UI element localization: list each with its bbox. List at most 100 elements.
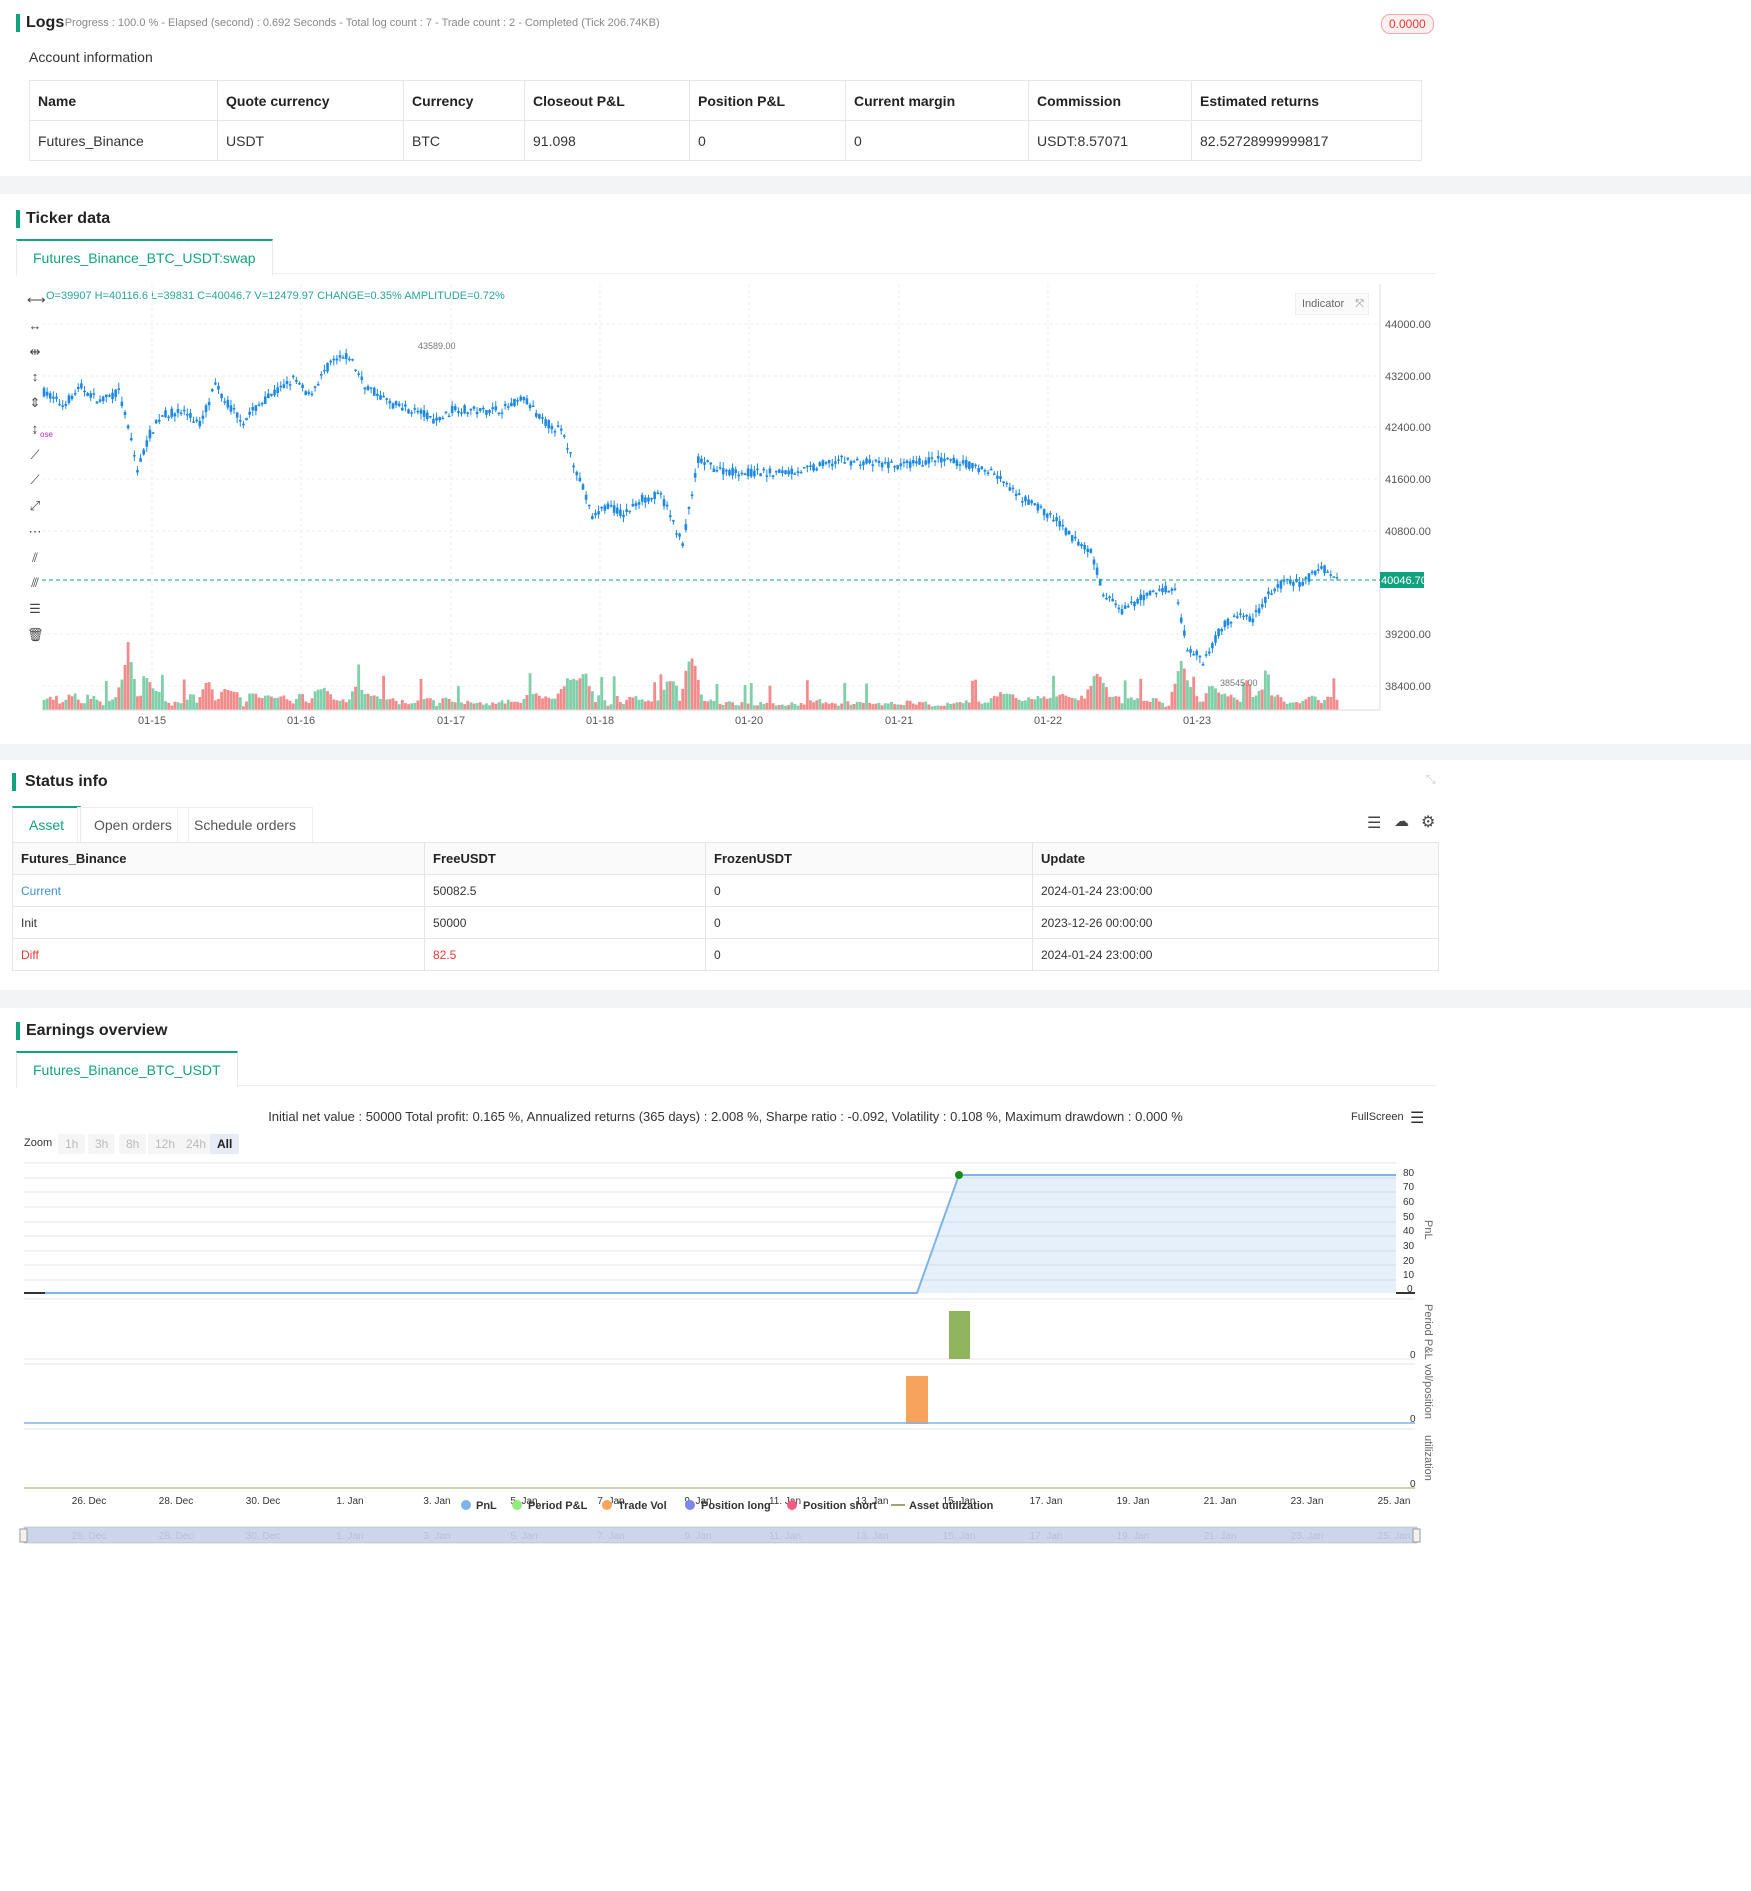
- vertical-ray-icon[interactable]: ⇕: [29, 395, 41, 410]
- volume-bar: [1002, 694, 1006, 710]
- volume-bar: [463, 703, 467, 710]
- indicator-button[interactable]: Indicator ⤧: [1295, 293, 1369, 315]
- tab-ticker-swap[interactable]: Futures_Binance_BTC_USDT:swap: [16, 239, 273, 276]
- volume-bar: [930, 706, 934, 710]
- collapse-icon[interactable]: ⤡: [1426, 772, 1436, 786]
- price-tick: 39200.00: [1385, 629, 1431, 641]
- volume-bar: [1173, 683, 1177, 710]
- volume-bar: [1070, 697, 1074, 710]
- volume-bar: [248, 693, 252, 710]
- gear-icon[interactable]: ⚙: [1421, 814, 1436, 831]
- zoom-all-button[interactable]: All: [210, 1134, 240, 1154]
- candle-body: [696, 456, 700, 464]
- candle-body: [1067, 530, 1071, 535]
- tab-earnings-symbol[interactable]: Futures_Binance_BTC_USDT: [16, 1051, 238, 1088]
- candle-body: [774, 470, 778, 473]
- volume-bar: [1111, 696, 1115, 710]
- list-icon[interactable]: ☰: [1367, 815, 1382, 832]
- volume-bar: [375, 696, 379, 710]
- zoom-3h-button[interactable]: 3h: [88, 1134, 116, 1154]
- fib-retracement-icon[interactable]: ☰: [29, 601, 41, 616]
- volume-bar: [706, 701, 710, 710]
- candle-body: [441, 417, 445, 420]
- zoom-24h-button[interactable]: 24h: [179, 1134, 214, 1154]
- account-header-cell: Currency: [403, 80, 525, 121]
- candle-body: [167, 416, 170, 419]
- candle-body: [1145, 592, 1149, 596]
- trend-line-icon[interactable]: ⟋: [30, 447, 40, 462]
- volume-bar: [1017, 699, 1021, 710]
- menu-icon[interactable]: ☰: [1410, 1110, 1425, 1127]
- volume-bar: [354, 686, 357, 710]
- volume-bar: [1005, 693, 1009, 710]
- extended-line-icon[interactable]: ⤢: [29, 498, 41, 513]
- horizontal-ray-icon[interactable]: ↔: [28, 318, 42, 333]
- volume-bar: [404, 703, 407, 710]
- candle-body: [1239, 613, 1242, 615]
- expand-icon[interactable]: ⤧: [1355, 298, 1364, 310]
- candle-body: [765, 475, 769, 477]
- candle-body: [824, 462, 828, 464]
- candle-body: [927, 457, 931, 464]
- zoom-12h-button[interactable]: 12h: [148, 1134, 183, 1154]
- candle-body: [429, 416, 432, 418]
- candle-body: [98, 399, 102, 402]
- volume-bar: [1126, 698, 1130, 710]
- vertical-line-icon[interactable]: ↕: [31, 369, 39, 384]
- candle-body: [609, 505, 613, 507]
- tab-open-orders[interactable]: Open orders: [77, 807, 189, 843]
- candle-body: [852, 461, 856, 463]
- candle-body: [637, 502, 641, 505]
- price-label-icon[interactable]: ⋯: [28, 524, 42, 539]
- fullscreen-button[interactable]: FullScreen: [1351, 1111, 1404, 1123]
- candle-body: [936, 456, 940, 459]
- candle-body: [1073, 536, 1077, 539]
- candle-body: [746, 468, 750, 477]
- cloud-download-icon[interactable]: ☁: [1394, 813, 1409, 830]
- fib-channel-icon[interactable]: ⫻: [31, 575, 39, 590]
- volume-bar: [1167, 705, 1171, 710]
- candle-body: [1248, 616, 1252, 622]
- candle-body: [1120, 609, 1124, 615]
- volume-bar: [1008, 694, 1012, 710]
- candle-body: [768, 468, 772, 474]
- earnings-x-tick: 23. Jan: [1291, 1496, 1324, 1507]
- tab-asset[interactable]: Asset: [12, 806, 82, 843]
- volume-bar: [615, 696, 619, 710]
- volume-bar: [1267, 674, 1270, 710]
- price-tick: 40800.00: [1385, 526, 1431, 538]
- volume-bar: [578, 678, 582, 710]
- volume-bar: [207, 682, 211, 710]
- candle-body: [432, 418, 435, 424]
- indicator-label: Indicator: [1302, 298, 1345, 310]
- candle-body: [494, 406, 498, 411]
- zoom-8h-button[interactable]: 8h: [119, 1134, 147, 1154]
- volume-bar: [522, 699, 526, 710]
- period-pnl-bar: [949, 1311, 970, 1359]
- parallel-channel-icon[interactable]: ⫽: [32, 550, 38, 565]
- candle-body: [394, 401, 398, 406]
- ray-line-icon[interactable]: ⟋: [30, 472, 40, 487]
- volume-bar: [1220, 694, 1224, 710]
- zoom-1h-button[interactable]: 1h: [58, 1134, 86, 1154]
- volume-bar: [285, 699, 289, 710]
- candle-body: [1167, 590, 1171, 593]
- volume-bar: [1182, 668, 1186, 710]
- candle-body: [1288, 579, 1292, 584]
- horizontal-line-icon[interactable]: ⟷: [27, 292, 46, 307]
- volume-bar: [943, 705, 946, 710]
- pnl-tick: 0: [1407, 1284, 1413, 1295]
- tab-schedule-orders[interactable]: Schedule orders: [177, 807, 313, 843]
- candle-body: [435, 417, 438, 421]
- candle-body: [291, 375, 295, 378]
- volume-bar: [363, 694, 367, 710]
- volume-bar: [242, 706, 245, 710]
- trash-icon[interactable]: 🗑: [27, 627, 44, 642]
- range-line-icon[interactable]: ⇹: [29, 344, 41, 359]
- volume-bar: [625, 699, 629, 710]
- vertical-range-icon[interactable]: ↨: [31, 421, 39, 436]
- candle-body: [1170, 588, 1174, 591]
- earnings-x-tick: 13. Jan: [856, 1496, 889, 1507]
- candle-body: [1201, 664, 1205, 666]
- candle-body: [170, 408, 174, 417]
